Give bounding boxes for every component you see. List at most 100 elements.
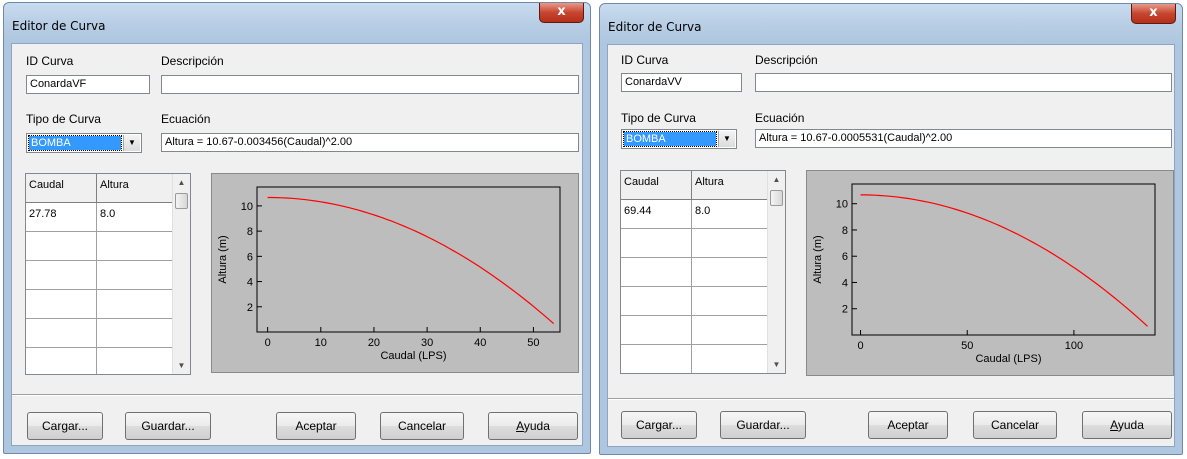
curve-type-value: BOMBA <box>28 135 122 151</box>
dialog-body: ID Curva ConardaVV Descripción Tipo de C… <box>607 44 1175 447</box>
separator <box>608 398 1174 400</box>
pump-curve-chart: 0 50 100 2 4 6 8 10 Caudal (LPS) Altura (m) <box>806 170 1174 376</box>
equation-label: Ecuación <box>755 111 805 125</box>
curve-id-input[interactable]: ConardaVV <box>621 73 742 92</box>
description-input[interactable] <box>755 73 1172 92</box>
close-button[interactable]: x <box>1131 4 1176 24</box>
table-cell[interactable] <box>692 345 769 373</box>
cancel-button[interactable]: Cancelar <box>380 412 464 440</box>
curve-type-select[interactable]: BOMBA ▼ <box>621 129 737 149</box>
y-tick-label: 2 <box>247 302 253 314</box>
column-header-flow[interactable]: Caudal <box>621 171 692 200</box>
pump-curve-line <box>860 194 1148 327</box>
chevron-down-icon[interactable]: ▼ <box>718 131 735 147</box>
equation-display: Altura = 10.67-0.0005531(Caudal)^2.00 <box>755 129 1172 148</box>
x-tick-label: 0 <box>265 337 271 349</box>
x-tick-label: 100 <box>1065 340 1083 352</box>
save-button[interactable]: Guardar... <box>720 411 806 439</box>
table-cell[interactable]: 27.78 <box>26 203 97 232</box>
scroll-up-icon[interactable]: ▲ <box>772 175 781 184</box>
pump-curve-chart: 0 10 20 30 40 50 2 4 6 8 10 Caudal (LPS) Altura (m) <box>211 173 579 373</box>
load-button[interactable]: Cargar... <box>621 411 697 439</box>
y-tick-label: 10 <box>836 199 848 211</box>
close-icon: x <box>557 4 566 19</box>
window-title: Editor de Curva <box>12 19 106 33</box>
curve-type-label: Tipo de Curva <box>26 112 101 126</box>
table-cell[interactable] <box>26 319 97 348</box>
scroll-thumb[interactable] <box>175 193 188 209</box>
help-label: yuda <box>1117 418 1144 432</box>
x-tick-label: 40 <box>474 337 486 349</box>
scroll-thumb[interactable] <box>770 190 783 206</box>
pump-curve-plot: 0 10 20 30 40 50 2 4 6 8 10 Caudal (LPS) Altura (m) <box>217 186 561 362</box>
y-tick-label: 8 <box>247 226 253 238</box>
table-cell[interactable]: 8.0 <box>97 203 174 232</box>
x-axis-label: Caudal (LPS) <box>975 353 1041 365</box>
x-tick-label: 10 <box>315 337 327 349</box>
vertical-scrollbar[interactable]: ▲ ▼ <box>172 174 190 374</box>
vertical-scrollbar[interactable]: ▲ ▼ <box>767 171 785 373</box>
x-axis-label: Caudal (LPS) <box>380 350 446 362</box>
help-button[interactable]: Ayuda <box>1082 411 1172 439</box>
description-input[interactable] <box>161 75 579 94</box>
curve-id-input[interactable]: ConardaVF <box>26 75 150 94</box>
plot-area <box>851 183 1156 336</box>
window-title: Editor de Curva <box>608 20 702 34</box>
y-axis-label: Altura (m) <box>217 235 229 283</box>
pump-curve-plot: 0 50 100 2 4 6 8 10 Caudal (LPS) Altura (m) <box>812 183 1156 365</box>
chevron-down-icon[interactable]: ▼ <box>123 135 140 151</box>
close-button[interactable]: x <box>539 3 584 23</box>
cancel-button[interactable]: Cancelar <box>973 411 1057 439</box>
table-cell[interactable] <box>692 229 769 258</box>
column-header-flow[interactable]: Caudal <box>26 174 97 203</box>
table-cell[interactable] <box>26 290 97 319</box>
curve-type-select[interactable]: BOMBA ▼ <box>26 133 142 153</box>
table-cell[interactable] <box>97 348 174 374</box>
y-tick-label: 8 <box>842 225 848 237</box>
help-button[interactable]: Ayuda <box>488 412 578 440</box>
scroll-down-icon[interactable]: ▼ <box>772 360 781 369</box>
table-cell[interactable]: 8.0 <box>692 200 769 229</box>
save-button[interactable]: Guardar... <box>125 412 211 440</box>
curve-data-table[interactable]: Caudal Altura 69.44 8.0 ▲ ▼ <box>620 170 786 374</box>
dialog-body: ID Curva ConardaVF Descripción Tipo de C… <box>11 43 583 446</box>
table-cell[interactable] <box>26 261 97 290</box>
equation-label: Ecuación <box>161 112 211 126</box>
table-cell[interactable] <box>97 261 174 290</box>
table-cell[interactable] <box>621 345 692 373</box>
table-cell[interactable]: 69.44 <box>621 200 692 229</box>
table-cell[interactable] <box>97 319 174 348</box>
scroll-up-icon[interactable]: ▲ <box>177 178 186 187</box>
y-tick-label: 4 <box>842 277 848 289</box>
x-tick-label: 50 <box>961 340 973 352</box>
help-accelerator: A <box>516 419 524 433</box>
curve-type-label: Tipo de Curva <box>621 111 696 125</box>
column-header-head[interactable]: Altura <box>97 174 174 203</box>
table-cell[interactable] <box>621 287 692 316</box>
column-header-head[interactable]: Altura <box>692 171 769 200</box>
table-cell[interactable] <box>97 232 174 261</box>
curve-data-table[interactable]: Caudal Altura 27.78 8.0 ▲ ▼ <box>25 173 191 375</box>
curve-id-label: ID Curva <box>26 54 74 68</box>
table-cell[interactable] <box>621 229 692 258</box>
table-cell[interactable] <box>692 287 769 316</box>
curve-editor-window: Editor de Curva x ID Curva ConardaVV Des… <box>599 3 1183 455</box>
help-label: yuda <box>523 419 550 433</box>
table-cell[interactable] <box>621 316 692 345</box>
table-cell[interactable] <box>692 258 769 287</box>
curve-editor-window: Editor de Curva x ID Curva ConardaVF Des… <box>3 2 591 454</box>
x-tick-label: 0 <box>857 340 863 352</box>
table-cell[interactable] <box>97 290 174 319</box>
description-label: Descripción <box>161 54 224 68</box>
description-label: Descripción <box>755 53 818 67</box>
table-cell[interactable] <box>26 348 97 374</box>
load-button[interactable]: Cargar... <box>27 412 103 440</box>
help-accelerator: A <box>1110 418 1118 432</box>
ok-button[interactable]: Aceptar <box>868 411 948 439</box>
table-cell[interactable] <box>26 232 97 261</box>
table-cell[interactable] <box>621 258 692 287</box>
table-cell[interactable] <box>692 316 769 345</box>
ok-button[interactable]: Aceptar <box>276 412 356 440</box>
plot-area <box>256 186 561 333</box>
scroll-down-icon[interactable]: ▼ <box>177 361 186 370</box>
